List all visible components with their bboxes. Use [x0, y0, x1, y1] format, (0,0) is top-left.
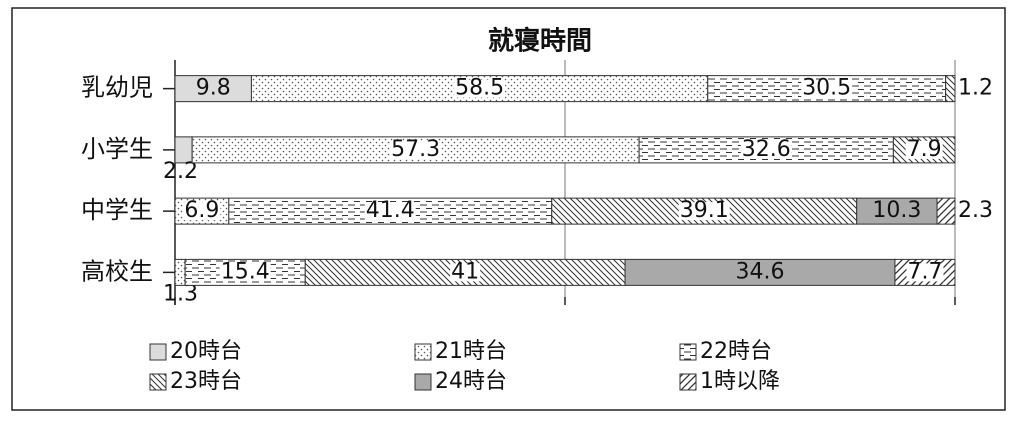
- data-label: 9.8: [196, 76, 231, 101]
- label-bg: [219, 263, 271, 282]
- chart-title: 就寝時間: [488, 26, 592, 57]
- y-tick-label: 高校生: [81, 257, 153, 285]
- data-label: 34.6: [736, 259, 785, 284]
- label-bg: [678, 202, 730, 221]
- legend-swatch: [679, 343, 697, 361]
- bar-segment: [945, 75, 956, 103]
- label-bg: [801, 79, 853, 98]
- label-bg: [454, 79, 506, 98]
- legend-swatch: [414, 343, 432, 361]
- data-label: 57.3: [391, 137, 440, 162]
- label-bg: [740, 140, 792, 159]
- legend-label: 20時台: [170, 339, 242, 364]
- legend-swatch: [679, 373, 697, 391]
- data-label: 41.4: [366, 198, 415, 223]
- data-label: 58.5: [455, 76, 504, 101]
- legend-label: 23時台: [170, 369, 242, 394]
- label-bg: [734, 263, 786, 282]
- data-label: 7.7: [907, 259, 942, 284]
- legend-swatch: [149, 373, 167, 391]
- legend-swatch: [149, 343, 167, 361]
- label-bg: [390, 140, 442, 159]
- data-label: 6.9: [184, 198, 219, 223]
- bar-segment: [936, 197, 956, 225]
- y-tick-label: 小学生: [81, 135, 153, 163]
- data-label: 30.5: [802, 76, 851, 101]
- data-label: 2.3: [958, 198, 993, 223]
- label-bg: [183, 202, 221, 221]
- label-bg: [906, 263, 944, 282]
- legend-label: 1時以降: [700, 369, 780, 394]
- data-label: 1.2: [958, 76, 993, 101]
- label-bg: [364, 202, 416, 221]
- legend-label: 22時台: [700, 339, 772, 364]
- y-tick-label: 乳幼児: [81, 74, 153, 102]
- data-label: 39.1: [680, 198, 729, 223]
- legend-label: 21時台: [435, 339, 507, 364]
- legend-label: 24時台: [435, 369, 507, 394]
- data-label: 15.4: [221, 259, 270, 284]
- label-bg: [450, 263, 481, 282]
- legend-swatch: [414, 373, 432, 391]
- data-label: 32.6: [742, 137, 791, 162]
- frame: [11, 7, 1006, 411]
- label-bg: [194, 79, 232, 98]
- label-bg: [871, 202, 923, 221]
- data-label: 7.9: [907, 137, 942, 162]
- data-label: 10.3: [872, 198, 921, 223]
- y-tick-label: 中学生: [81, 196, 153, 224]
- data-label: 41: [451, 259, 479, 284]
- label-bg: [905, 140, 943, 159]
